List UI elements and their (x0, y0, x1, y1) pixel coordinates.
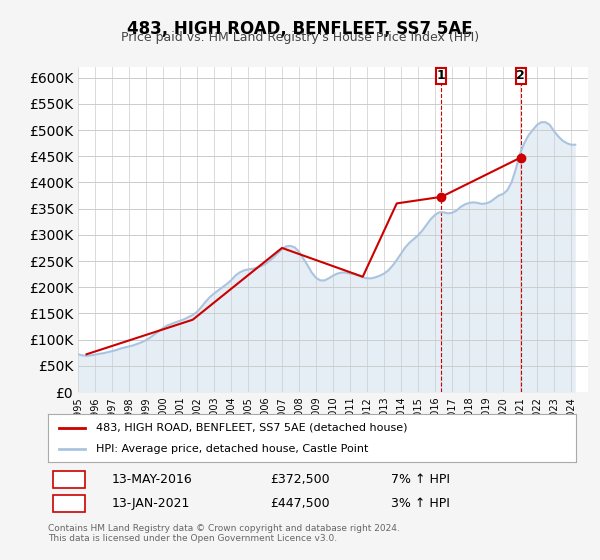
Text: 3% ↑ HPI: 3% ↑ HPI (391, 497, 450, 510)
Text: 483, HIGH ROAD, BENFLEET, SS7 5AE: 483, HIGH ROAD, BENFLEET, SS7 5AE (127, 20, 473, 38)
Text: 7% ↑ HPI: 7% ↑ HPI (391, 473, 450, 486)
FancyBboxPatch shape (436, 68, 446, 83)
Text: 1: 1 (65, 473, 73, 486)
FancyBboxPatch shape (53, 494, 85, 512)
Text: £372,500: £372,500 (270, 473, 329, 486)
FancyBboxPatch shape (53, 471, 85, 488)
Text: Price paid vs. HM Land Registry's House Price Index (HPI): Price paid vs. HM Land Registry's House … (121, 31, 479, 44)
FancyBboxPatch shape (515, 68, 526, 83)
Text: £447,500: £447,500 (270, 497, 329, 510)
Text: 13-JAN-2021: 13-JAN-2021 (112, 497, 190, 510)
Text: 2: 2 (65, 497, 73, 510)
Text: HPI: Average price, detached house, Castle Point: HPI: Average price, detached house, Cast… (95, 444, 368, 454)
Text: Contains HM Land Registry data © Crown copyright and database right 2024.
This d: Contains HM Land Registry data © Crown c… (48, 524, 400, 543)
Text: 13-MAY-2016: 13-MAY-2016 (112, 473, 192, 486)
Text: 1: 1 (437, 69, 446, 82)
Text: 2: 2 (517, 69, 525, 82)
Text: 483, HIGH ROAD, BENFLEET, SS7 5AE (detached house): 483, HIGH ROAD, BENFLEET, SS7 5AE (detac… (95, 423, 407, 433)
